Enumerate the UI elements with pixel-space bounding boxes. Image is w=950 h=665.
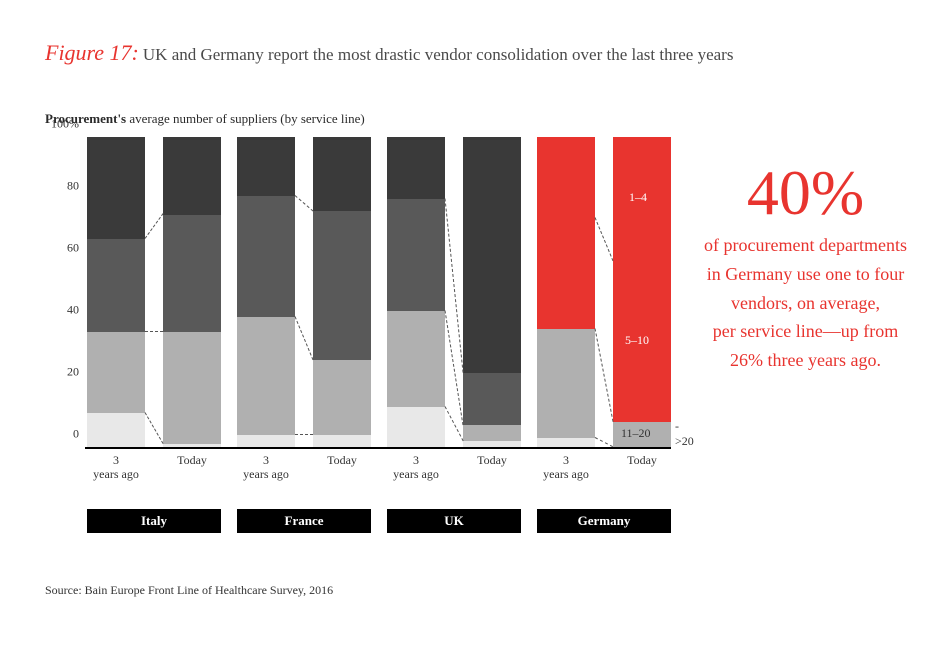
bar-segment — [87, 239, 145, 332]
plot-area: 1–45–1011–20->20 — [85, 139, 671, 449]
chart-area: 020406080100% 1–45–1011–20->20 3years ag… — [45, 139, 671, 489]
callout: 40% of procurement departments in German… — [691, 111, 920, 533]
bar-segment — [463, 441, 521, 447]
country-label: France — [237, 509, 371, 533]
connector-dash — [145, 331, 163, 332]
bar-segment — [463, 425, 521, 441]
figure-label: Figure 17: — [45, 40, 139, 65]
bar-segment — [313, 211, 371, 360]
bar-segment — [387, 199, 445, 311]
connector-dash — [145, 412, 164, 443]
bar-segment — [163, 332, 221, 444]
y-axis: 020406080100% — [45, 139, 85, 449]
callout-body: of procurement departments in Germany us… — [691, 231, 920, 375]
bar-segment — [237, 435, 295, 447]
connector-dash — [295, 316, 314, 360]
connector-dash — [145, 214, 164, 239]
x-tick-label: 3years ago — [237, 453, 295, 482]
bar-segment — [163, 215, 221, 333]
connector-dash — [445, 198, 464, 372]
callout-headline: 40% — [691, 161, 920, 225]
source-text: Source: Bain Europe Front Line of Health… — [45, 583, 920, 598]
bar-segment — [87, 137, 145, 239]
bar-segment — [387, 311, 445, 407]
bar-segment — [387, 407, 445, 447]
segment-label-5-10: 5–10 — [625, 333, 649, 348]
bar-segment — [463, 373, 521, 426]
bar-segment — [87, 413, 145, 447]
country-labels: Italy France UK Germany — [87, 509, 671, 533]
connector-dash — [595, 437, 613, 447]
x-axis-labels: 3years ago Today 3years ago Today 3years ago… — [85, 449, 671, 489]
connector-dash — [295, 434, 313, 435]
bar-segment — [387, 137, 445, 199]
figure-description: UK and Germany report the most drastic v… — [143, 45, 734, 64]
bar-segment — [163, 137, 221, 215]
bar-segment — [237, 137, 295, 196]
bar-segment — [463, 137, 521, 373]
connector-dash — [445, 310, 464, 425]
bar-segment — [537, 137, 595, 218]
segment-label-1-4: 1–4 — [629, 190, 647, 205]
y-tick: 80 — [67, 179, 79, 194]
connector-dash — [295, 195, 314, 211]
bar-segment — [237, 317, 295, 435]
x-tick-label: Today — [463, 453, 521, 467]
figure-title: Figure 17: UK and Germany report the mos… — [45, 40, 920, 66]
chart-subtitle: Procurement's average number of supplier… — [45, 111, 671, 127]
bar-segment — [87, 332, 145, 413]
x-tick-label: 3years ago — [387, 453, 445, 482]
segment-label-11-20: 11–20 — [621, 426, 651, 441]
chart-section: Procurement's average number of supplier… — [45, 111, 671, 533]
y-tick: 100% — [51, 117, 79, 132]
bar-segment — [537, 329, 595, 438]
x-tick-label: Today — [313, 453, 371, 467]
y-tick: 0 — [73, 427, 79, 442]
y-tick: 20 — [67, 365, 79, 380]
country-label: UK — [387, 509, 521, 533]
country-label: Italy — [87, 509, 221, 533]
connector-dash — [595, 217, 614, 261]
bar-segment — [163, 444, 221, 447]
connector-dash — [595, 329, 614, 422]
x-tick-label: 3years ago — [87, 453, 145, 482]
x-tick-label: 3years ago — [537, 453, 595, 482]
country-label: Germany — [537, 509, 671, 533]
segment-label-over20: ->20 — [675, 419, 694, 449]
y-tick: 60 — [67, 241, 79, 256]
x-tick-label: Today — [613, 453, 671, 467]
x-tick-label: Today — [163, 453, 221, 467]
y-tick: 40 — [67, 303, 79, 318]
bar-segment — [237, 196, 295, 317]
bar-segment — [313, 435, 371, 447]
bar-segment — [313, 137, 371, 211]
bar-segment — [313, 360, 371, 434]
bar-segment — [537, 218, 595, 330]
bar-segment — [537, 438, 595, 447]
